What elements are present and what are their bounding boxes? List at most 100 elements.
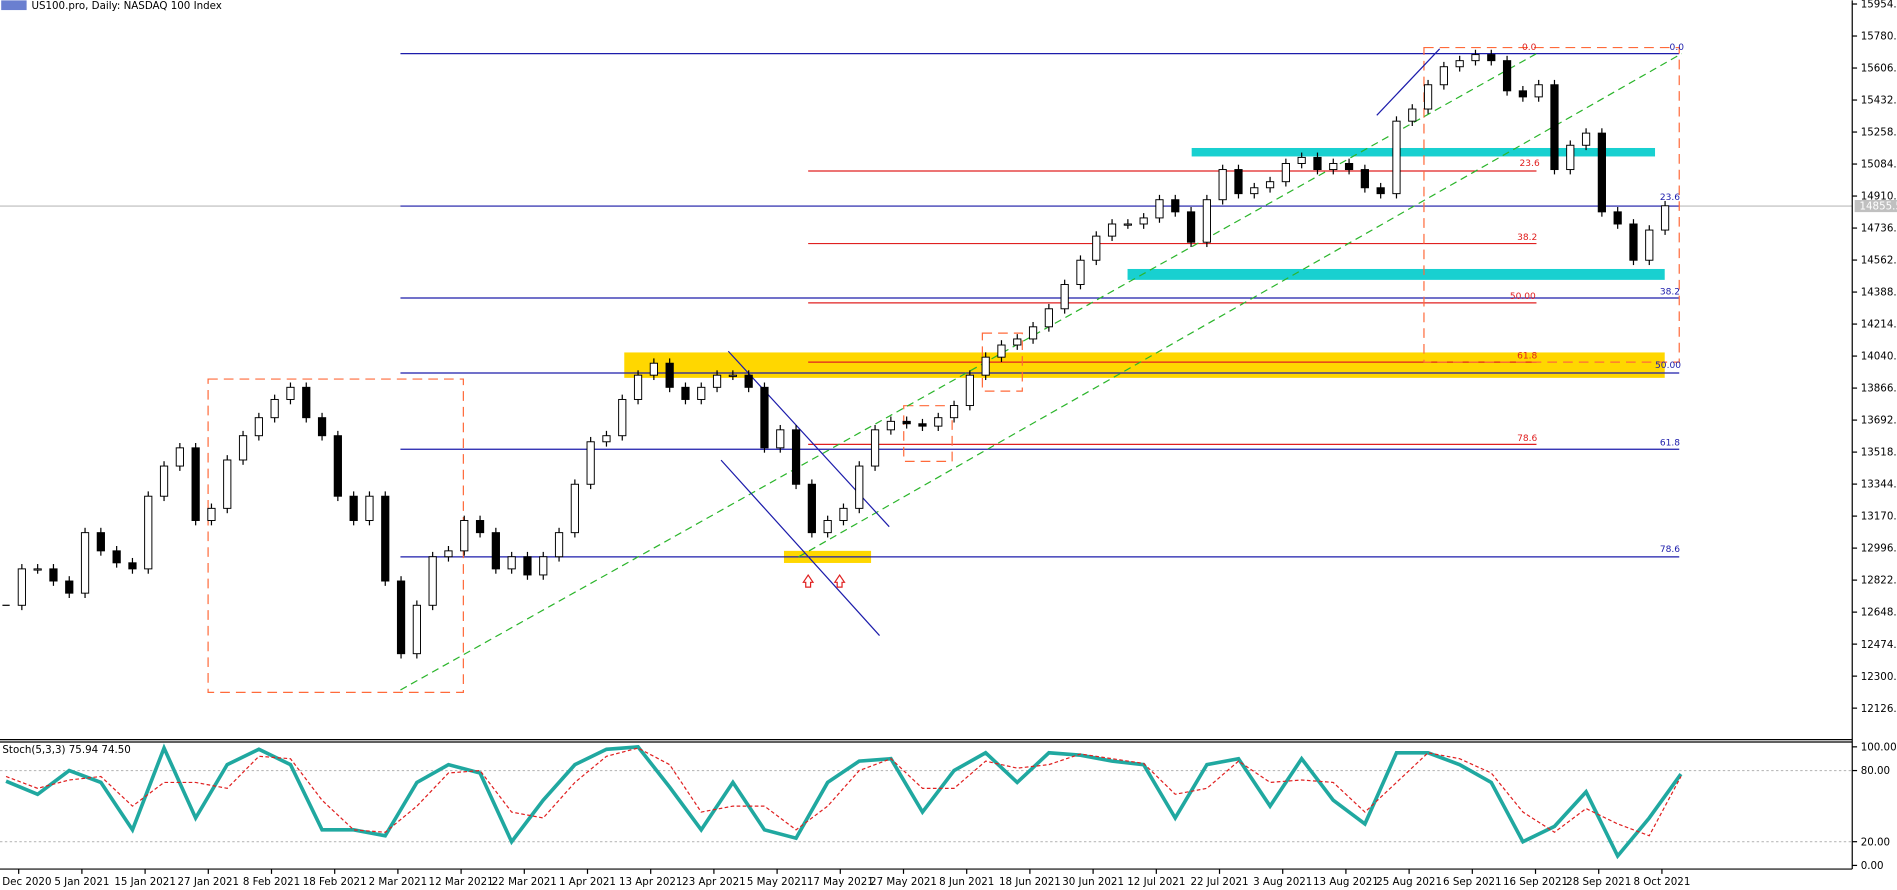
candle [175, 447, 184, 467]
candle [286, 386, 295, 400]
y-tick-label: 13344.9 [1861, 479, 1897, 491]
candle [1645, 229, 1654, 261]
arrows [802, 573, 846, 588]
candle [1313, 156, 1322, 171]
candle [1171, 199, 1180, 213]
box [207, 378, 464, 694]
x-tick-label: 3 Aug 2021 [1253, 876, 1312, 888]
candle [523, 556, 532, 576]
y-tick-label: 80.00 [1861, 765, 1890, 777]
trendlines [400, 53, 1682, 691]
candle [1234, 169, 1243, 195]
candle [428, 556, 437, 606]
candle [1123, 223, 1132, 226]
y-tick-label: 15258.9 [1861, 127, 1897, 139]
chart-title: US100.pro, Daily: NASDAQ 100 Index [31, 0, 221, 12]
zones [624, 147, 1665, 563]
x-tick-label: 8 Oct 2021 [1633, 876, 1690, 888]
candle [460, 520, 469, 552]
x-tick-label: 22 Jul 2021 [1190, 876, 1248, 888]
candle [1550, 84, 1559, 171]
candle [665, 362, 674, 388]
candle [633, 374, 643, 400]
candle [602, 435, 611, 443]
supply-zone [624, 352, 1665, 378]
x-tick-label: 22 Dec 2020 [0, 876, 51, 888]
y-tick-label: 12300.9 [1861, 671, 1897, 683]
candle [1250, 187, 1259, 195]
x-tick-label: 28 Sep 2021 [1566, 876, 1631, 888]
x-tick-label: 27 Jan 2021 [178, 876, 240, 888]
candle [207, 507, 216, 521]
x-tick-label: 30 Jun 2021 [1062, 876, 1124, 888]
candle [223, 459, 232, 509]
candle [807, 483, 816, 534]
x-tick-label: 8 Feb 2021 [243, 876, 300, 888]
price-tag [1854, 200, 1897, 213]
candle [49, 568, 58, 582]
candle [965, 374, 974, 407]
y-tick-label: 12822.9 [1861, 575, 1897, 587]
frame: US100.pro, Daily: NASDAQ 100 Index Stoch… [0, 0, 1897, 870]
candle [333, 435, 342, 497]
candle [444, 550, 453, 558]
candle [1265, 181, 1275, 189]
candle [839, 507, 848, 521]
x-tick-label: 5 Jan 2021 [54, 876, 109, 888]
candle [1392, 120, 1401, 195]
y-tick-label: 14040.9 [1861, 351, 1897, 363]
candle [1155, 199, 1164, 219]
candle [1376, 187, 1385, 195]
candle [144, 495, 153, 570]
arrow-icon [802, 573, 815, 588]
candle [302, 386, 311, 419]
candle [855, 465, 864, 509]
candle [381, 495, 390, 582]
candle [681, 386, 690, 400]
x-tick-label: 23 Apr 2021 [682, 876, 745, 888]
candle [618, 398, 627, 437]
candle [475, 520, 485, 534]
x-tick-label: 13 Apr 2021 [619, 876, 682, 888]
candle [934, 417, 943, 427]
candle [776, 429, 785, 449]
candle [1186, 211, 1196, 243]
candle [1597, 132, 1606, 213]
channel [720, 48, 1441, 636]
candle [728, 374, 737, 377]
x-tick-label: 18 Feb 2021 [303, 876, 367, 888]
candle [886, 420, 895, 431]
y-tick-label: 15084.9 [1861, 159, 1897, 171]
candle [65, 580, 74, 594]
fib-label: 61.8 [1660, 439, 1680, 449]
candle [254, 417, 263, 437]
candle [760, 386, 769, 449]
candle [33, 568, 42, 571]
oscillator-title: Stoch(5,3,3) 75.94 74.50 [2, 744, 130, 756]
y-tick-label: 15432.9 [1861, 95, 1897, 107]
candle [586, 441, 595, 485]
candle [491, 532, 500, 570]
candle [349, 495, 358, 521]
y-tick-label: 14388.9 [1861, 287, 1897, 299]
x-tick-label: 6 Sep 2021 [1443, 876, 1502, 888]
candle [981, 356, 990, 376]
x-tick-label: 15 Jan 2021 [114, 876, 176, 888]
resistance-zone [1191, 147, 1656, 157]
candle [112, 550, 121, 564]
candle [1297, 156, 1306, 164]
channel-line [1376, 48, 1441, 116]
fib-label: 50.00 [1510, 292, 1536, 302]
candle [1139, 217, 1148, 225]
candle [1439, 66, 1448, 86]
y-tick-label: 14562.9 [1861, 255, 1897, 267]
candle [997, 344, 1006, 358]
candle [1518, 90, 1527, 98]
candle [1455, 60, 1464, 68]
fib-label: 78.6 [1660, 545, 1680, 555]
candle [554, 532, 564, 558]
fib-label: 38.2 [1660, 287, 1680, 297]
candle [1581, 132, 1591, 146]
x-tick-label: 12 Mar 2021 [429, 876, 494, 888]
